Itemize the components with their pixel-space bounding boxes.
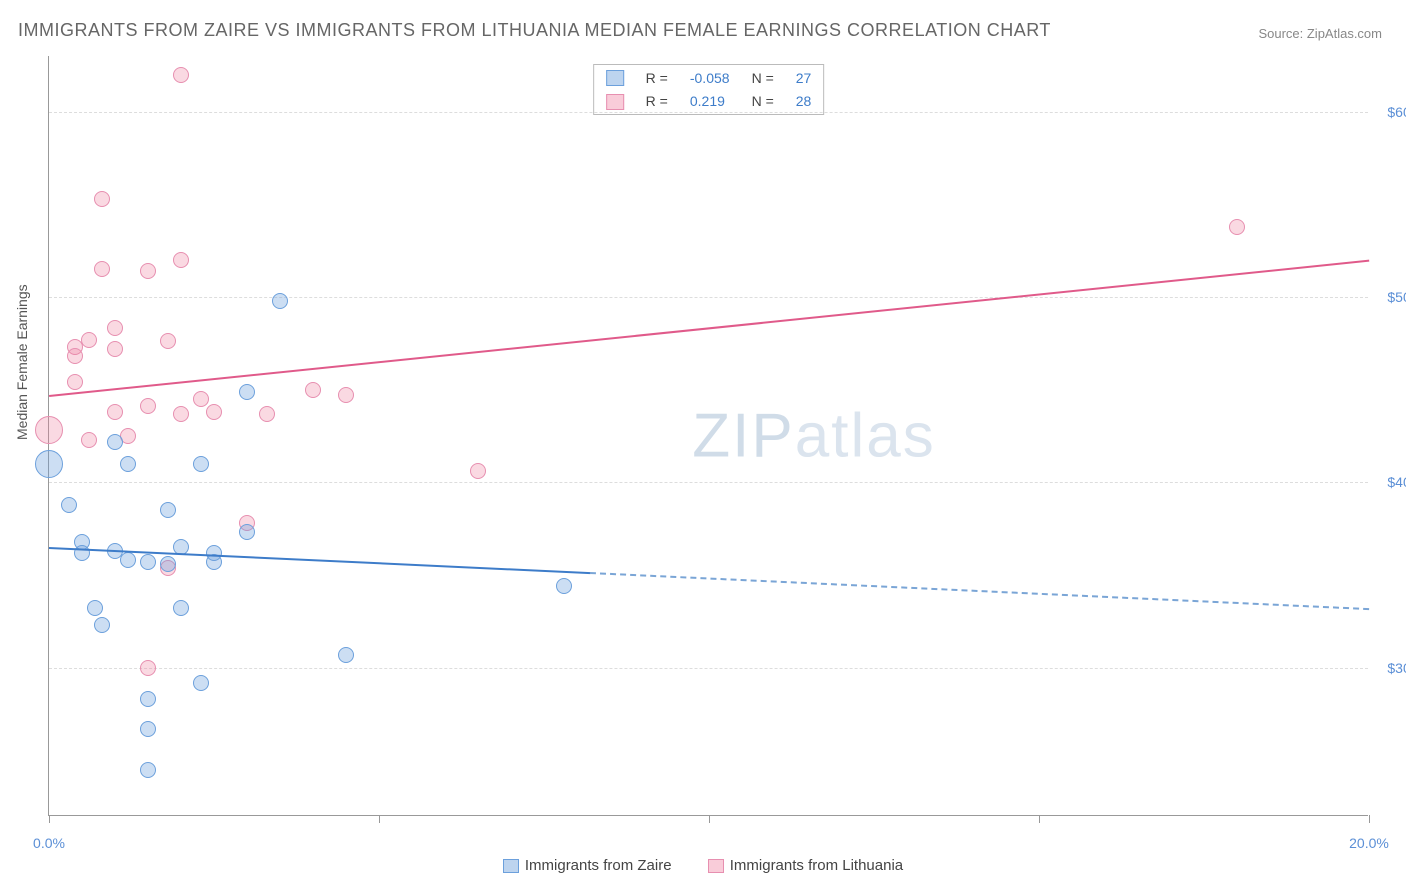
data-point-lithuania (193, 391, 209, 407)
data-point-lithuania (470, 463, 486, 479)
data-point-zaire (239, 384, 255, 400)
data-point-zaire (94, 617, 110, 633)
y-tick-label: $40,000 (1378, 474, 1406, 490)
data-point-zaire (556, 578, 572, 594)
r-label: R = (636, 90, 678, 111)
source-label: Source: (1258, 26, 1306, 41)
n-label: N = (742, 90, 784, 111)
data-point-lithuania (173, 406, 189, 422)
y-tick-label: $50,000 (1378, 289, 1406, 305)
data-point-lithuania (206, 404, 222, 420)
data-point-lithuania (107, 320, 123, 336)
x-tick-mark (1369, 815, 1370, 823)
data-point-lithuania (35, 416, 63, 444)
data-point-zaire (120, 552, 136, 568)
gridline (49, 482, 1368, 483)
data-point-zaire (206, 545, 222, 561)
r-value-lithuania: 0.219 (680, 90, 740, 111)
legend-label-zaire: Immigrants from Zaire (525, 857, 672, 874)
data-point-zaire (193, 456, 209, 472)
x-tick-mark (49, 815, 50, 823)
chart-title: IMMIGRANTS FROM ZAIRE VS IMMIGRANTS FROM… (18, 20, 1051, 41)
y-tick-label: $30,000 (1378, 660, 1406, 676)
legend-swatch-pink (606, 94, 624, 110)
watermark-bold: ZIP (692, 401, 794, 470)
data-point-zaire (140, 721, 156, 737)
data-point-zaire (160, 502, 176, 518)
data-point-zaire (193, 675, 209, 691)
chart-plot-area: ZIPatlas R = -0.058 N = 27 R = 0.219 N =… (48, 56, 1368, 816)
data-point-lithuania (338, 387, 354, 403)
data-point-zaire (107, 434, 123, 450)
legend-row-zaire: R = -0.058 N = 27 (596, 67, 822, 88)
data-point-lithuania (107, 341, 123, 357)
data-point-zaire (140, 762, 156, 778)
data-point-lithuania (305, 382, 321, 398)
gridline (49, 668, 1368, 669)
watermark: ZIPatlas (692, 400, 935, 471)
data-point-lithuania (160, 333, 176, 349)
data-point-zaire (74, 545, 90, 561)
trendline-lithuania (49, 260, 1369, 397)
source-attribution: Source: ZipAtlas.com (1258, 26, 1382, 41)
data-point-lithuania (173, 252, 189, 268)
data-point-lithuania (67, 348, 83, 364)
y-tick-label: $60,000 (1378, 104, 1406, 120)
watermark-light: atlas (795, 401, 936, 470)
data-point-lithuania (67, 374, 83, 390)
legend-item-lithuania: Immigrants from Lithuania (708, 857, 903, 874)
data-point-lithuania (107, 404, 123, 420)
legend-item-zaire: Immigrants from Zaire (503, 857, 672, 874)
data-point-lithuania (140, 398, 156, 414)
series-legend: Immigrants from Zaire Immigrants from Li… (0, 857, 1406, 874)
correlation-legend: R = -0.058 N = 27 R = 0.219 N = 28 (593, 64, 825, 115)
trendline-zaire (590, 572, 1369, 610)
data-point-zaire (272, 293, 288, 309)
n-value-zaire: 27 (786, 67, 822, 88)
data-point-zaire (140, 691, 156, 707)
legend-row-lithuania: R = 0.219 N = 28 (596, 90, 822, 111)
source-name: ZipAtlas.com (1307, 26, 1382, 41)
data-point-lithuania (173, 67, 189, 83)
x-tick-mark (1039, 815, 1040, 823)
gridline (49, 297, 1368, 298)
legend-swatch-pink (708, 859, 724, 873)
data-point-zaire (61, 497, 77, 513)
x-tick-mark (709, 815, 710, 823)
x-tick-label: 20.0% (1349, 835, 1389, 851)
data-point-lithuania (259, 406, 275, 422)
data-point-zaire (160, 556, 176, 572)
data-point-zaire (120, 456, 136, 472)
data-point-zaire (140, 554, 156, 570)
r-label: R = (636, 67, 678, 88)
data-point-zaire (35, 450, 63, 478)
y-axis-label: Median Female Earnings (14, 284, 30, 440)
data-point-zaire (173, 600, 189, 616)
data-point-lithuania (1229, 219, 1245, 235)
data-point-lithuania (140, 660, 156, 676)
legend-label-lithuania: Immigrants from Lithuania (730, 857, 903, 874)
data-point-lithuania (94, 261, 110, 277)
legend-swatch-blue (503, 859, 519, 873)
gridline (49, 112, 1368, 113)
x-tick-mark (379, 815, 380, 823)
x-tick-label: 0.0% (33, 835, 65, 851)
legend-swatch-blue (606, 70, 624, 86)
r-value-zaire: -0.058 (680, 67, 740, 88)
data-point-zaire (338, 647, 354, 663)
data-point-lithuania (81, 432, 97, 448)
data-point-zaire (239, 524, 255, 540)
data-point-zaire (87, 600, 103, 616)
n-label: N = (742, 67, 784, 88)
data-point-lithuania (140, 263, 156, 279)
data-point-lithuania (81, 332, 97, 348)
n-value-lithuania: 28 (786, 90, 822, 111)
data-point-lithuania (94, 191, 110, 207)
